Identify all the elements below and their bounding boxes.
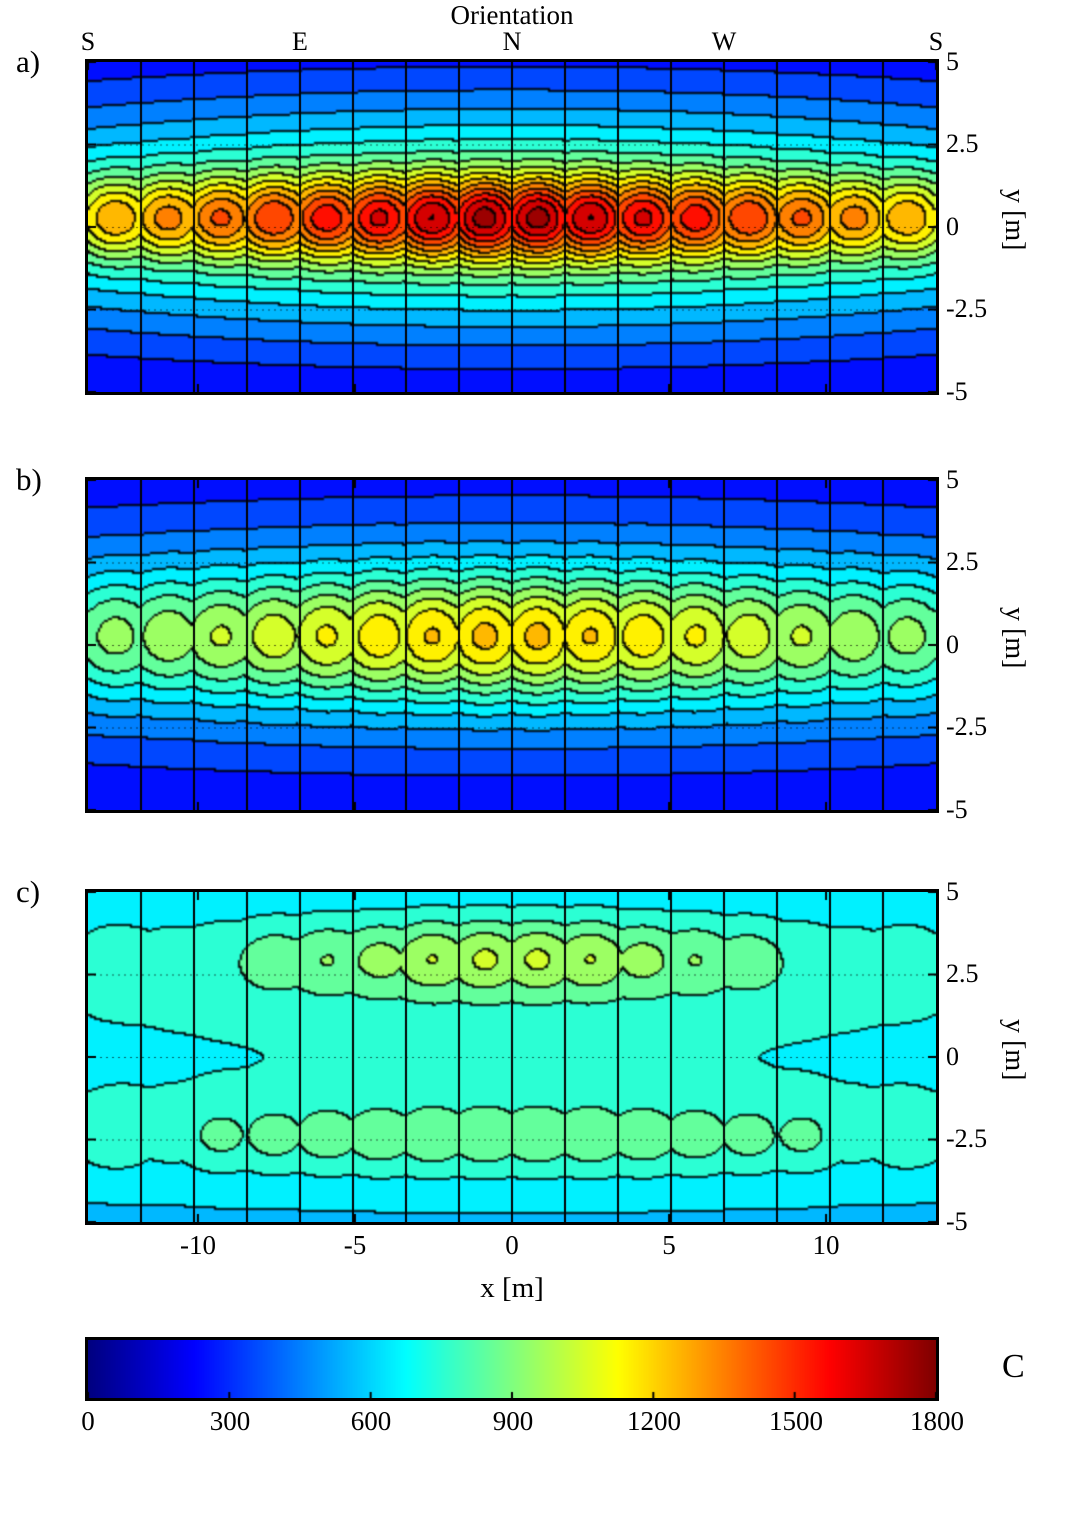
y-tick-label: 2.5 <box>946 959 979 988</box>
colorbar-tick-label: 900 <box>492 1406 534 1436</box>
y-tick-label: -5 <box>946 795 968 824</box>
y-axis-label: y [m] <box>999 189 1030 251</box>
y-tick-label: -2.5 <box>946 1124 988 1153</box>
y-tick-label: -5 <box>946 377 968 406</box>
contour-plot-a <box>88 62 936 392</box>
orientation-tick-label: E <box>292 27 308 56</box>
y-tick-label: 5 <box>946 465 959 494</box>
y-tick-label: 2.5 <box>946 129 979 158</box>
colorbar-tick-label: 1200 <box>627 1406 681 1436</box>
y-axis-label: y [m] <box>999 1019 1030 1081</box>
orientation-axis-title: Orientation <box>450 0 574 30</box>
y-axis-label: y [m] <box>999 607 1030 669</box>
y-tick-label: -5 <box>946 1207 968 1236</box>
y-tick-label: -2.5 <box>946 294 988 323</box>
colorbar-unit-label: C <box>1002 1348 1025 1385</box>
colorbar-tick-label: 0 <box>81 1406 95 1436</box>
x-tick-label: -5 <box>343 1230 367 1260</box>
colorbar-tick-label: 1800 <box>910 1406 964 1436</box>
y-tick-label: 0 <box>946 1042 959 1071</box>
orientation-tick-label: S <box>80 27 96 56</box>
x-tick-label: -10 <box>180 1230 216 1260</box>
x-tick-label: 0 <box>505 1230 519 1260</box>
x-tick-label: 5 <box>662 1230 676 1260</box>
panel-label-a: a) <box>16 44 41 79</box>
x-tick-label: 10 <box>812 1230 840 1260</box>
y-tick-label: 5 <box>946 47 959 76</box>
y-tick-label: 2.5 <box>946 547 979 576</box>
y-tick-label: 5 <box>946 877 959 906</box>
x-axis-label: x [m] <box>480 1272 544 1304</box>
panel-c-frame <box>85 889 939 1225</box>
panel-a-frame <box>85 59 939 395</box>
colorbar-tick-label: 300 <box>209 1406 251 1436</box>
orientation-tick-label: N <box>502 27 522 56</box>
panel-label-c: c) <box>16 874 41 909</box>
colorbar-frame <box>85 1337 939 1401</box>
panel-label-b: b) <box>16 462 42 497</box>
orientation-tick-label: W <box>711 27 737 56</box>
colorbar <box>88 1340 936 1398</box>
contour-plot-c <box>88 892 936 1222</box>
contour-plot-b <box>88 480 936 810</box>
orientation-tick-label: S <box>928 27 944 56</box>
y-tick-label: -2.5 <box>946 712 988 741</box>
colorbar-tick-label: 1500 <box>769 1406 823 1436</box>
panel-b-frame <box>85 477 939 813</box>
y-tick-label: 0 <box>946 630 959 659</box>
y-tick-label: 0 <box>946 212 959 241</box>
colorbar-tick-label: 600 <box>350 1406 392 1436</box>
